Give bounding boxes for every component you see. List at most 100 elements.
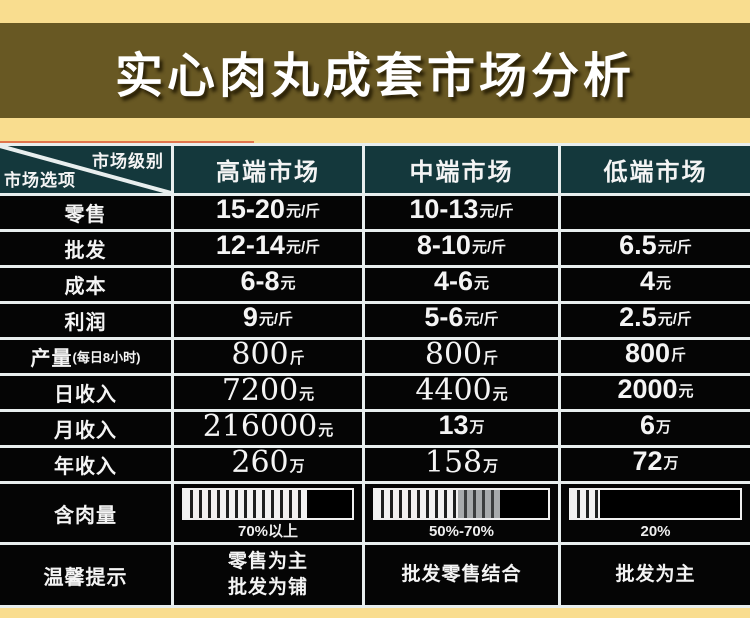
unit: 斤 <box>671 347 687 364</box>
value: 10-13 <box>409 196 479 224</box>
cell-daily-income-mid: 4400 元 <box>365 376 558 409</box>
cell-output-high: 800 斤 <box>174 340 362 373</box>
value: 800 <box>424 340 483 372</box>
row-label-tips: 温馨提示 <box>0 545 171 605</box>
value: 800 <box>231 340 289 372</box>
title-banner: 实心肉丸成套市场分析 <box>0 23 750 118</box>
unit: 元 <box>280 275 296 292</box>
cell-monthly-income-mid: 13 万 <box>365 412 558 445</box>
value: 158 <box>424 448 483 480</box>
cell-output-mid: 800 斤 <box>365 340 558 373</box>
page-title: 实心肉丸成套市场分析 <box>114 47 635 104</box>
unit: 万 <box>656 419 672 436</box>
row-label-daily-income: 日收入 <box>0 376 171 409</box>
value: 15-20 <box>215 196 285 224</box>
tip-line-1: 批发为主 <box>615 564 696 586</box>
cell-daily-income-high: 7200 元 <box>174 376 362 409</box>
cell-retail-high: 15-20 元/斤 <box>174 196 362 229</box>
value: 9 <box>242 304 258 332</box>
value: 13 <box>438 412 469 440</box>
market-analysis-table: 市场级别 市场选项 高端市场 中端市场 低端市场 零售 15-20 元/斤 10-… <box>0 141 750 608</box>
unit: 元/斤 <box>471 239 507 256</box>
value: 6-8 <box>240 268 280 296</box>
value: 260 <box>231 448 289 480</box>
value: 2.5 <box>619 304 657 332</box>
corner-header-cell: 市场级别 市场选项 <box>0 146 171 193</box>
unit: 万 <box>289 458 305 475</box>
unit: 元 <box>678 383 694 400</box>
bar-fill-white <box>571 489 600 518</box>
row-label-output: 产量 (每日8小时) <box>0 340 171 373</box>
bar-fill-gray <box>458 489 500 518</box>
cell-meat-content-mid: 50%-70% <box>365 484 558 542</box>
unit: 元/斤 <box>258 311 294 328</box>
unit: 元 <box>656 275 672 292</box>
value: 216000 <box>202 412 318 444</box>
row-label-annual-income: 年收入 <box>0 448 171 481</box>
unit: 万 <box>663 455 679 472</box>
bar-fill-white <box>375 489 459 518</box>
cell-profit-high: 9 元/斤 <box>174 304 362 337</box>
meat-content-bar-low <box>569 487 742 520</box>
value: 4 <box>639 268 655 296</box>
cell-profit-mid: 5-6 元/斤 <box>365 304 558 337</box>
tip-line-1: 零售为主 <box>227 551 308 573</box>
value: 7200 <box>221 376 299 408</box>
cell-retail-low <box>561 196 750 229</box>
cell-cost-mid: 4-6 元 <box>365 268 558 301</box>
value: 72 <box>632 448 663 476</box>
unit: 元 <box>299 386 315 403</box>
cell-wholesale-high: 12-14 元/斤 <box>174 232 362 265</box>
cell-monthly-income-high: 216000 元 <box>174 412 362 445</box>
diagonal-divider <box>0 146 171 193</box>
column-header-low-end: 低端市场 <box>561 146 750 193</box>
cell-retail-mid: 10-13 元/斤 <box>365 196 558 229</box>
unit: 万 <box>483 458 499 475</box>
meat-content-bar-mid <box>373 487 550 520</box>
unit: 元/斤 <box>464 311 499 328</box>
bar-label: 70%以上 <box>237 522 299 540</box>
cell-wholesale-low: 6.5 元/斤 <box>561 232 750 265</box>
corner-label-market-level: 市场级别 <box>92 152 164 171</box>
meat-content-bar-high <box>182 487 354 520</box>
value: 6 <box>639 412 655 440</box>
cell-tips-mid: 批发零售结合 <box>365 545 558 605</box>
bar-fill-white <box>184 489 307 518</box>
cell-tips-low: 批发为主 <box>561 545 750 605</box>
value: 4-6 <box>433 268 473 296</box>
unit: 斤 <box>289 350 305 367</box>
tip-line-2: 批发为铺 <box>227 577 308 598</box>
cell-meat-content-low: 20% <box>561 484 750 542</box>
unit: 元/斤 <box>285 203 321 220</box>
cell-wholesale-mid: 8-10 元/斤 <box>365 232 558 265</box>
tip-line-1: 批发零售结合 <box>401 564 522 586</box>
label: 产量 <box>30 348 73 370</box>
row-label-cost: 成本 <box>0 268 171 301</box>
column-header-mid-end: 中端市场 <box>365 146 558 193</box>
unit: 元 <box>474 275 490 292</box>
value: 6.5 <box>619 232 657 260</box>
unit: 万 <box>469 419 485 436</box>
value: 2000 <box>617 376 678 404</box>
cell-daily-income-low: 2000 元 <box>561 376 750 409</box>
cell-annual-income-low: 72 万 <box>561 448 750 481</box>
cell-annual-income-high: 260 万 <box>174 448 362 481</box>
value: 5-6 <box>424 304 464 332</box>
value: 4400 <box>415 376 492 408</box>
unit: 斤 <box>483 350 499 367</box>
value: 8-10 <box>416 232 471 260</box>
bar-label: 20% <box>640 522 671 540</box>
cell-meat-content-high: 70%以上 <box>174 484 362 542</box>
cell-output-low: 800 斤 <box>561 340 750 373</box>
column-header-high-end: 高端市场 <box>174 146 362 193</box>
unit: 元/斤 <box>479 203 514 220</box>
row-label-monthly-income: 月收入 <box>0 412 171 445</box>
unit: 元/斤 <box>285 239 321 256</box>
value: 800 <box>624 340 671 368</box>
cell-cost-high: 6-8 元 <box>174 268 362 301</box>
corner-label-market-option: 市场选项 <box>4 171 76 190</box>
cell-annual-income-mid: 158 万 <box>365 448 558 481</box>
